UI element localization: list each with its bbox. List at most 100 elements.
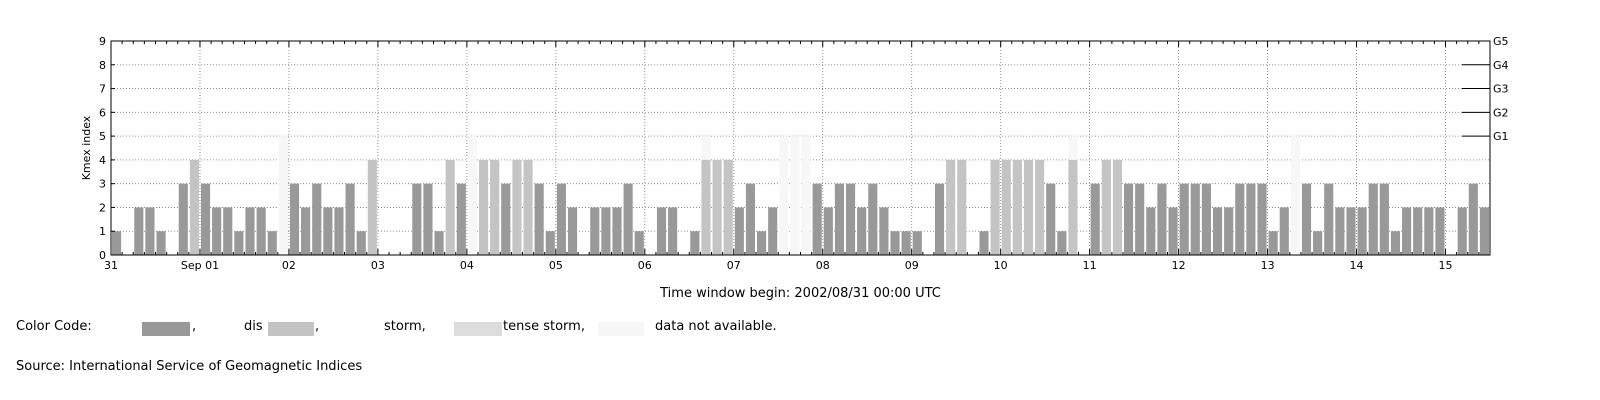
- bar: [534, 183, 544, 255]
- x-tick-label: 05: [549, 259, 563, 272]
- bar: [1246, 183, 1256, 255]
- bar: [912, 231, 922, 255]
- bar: [1379, 183, 1389, 255]
- bar: [845, 183, 856, 255]
- y-tick-label: 4: [99, 154, 106, 167]
- bar: [1035, 159, 1045, 255]
- unavailable-band: [779, 136, 789, 255]
- bar: [812, 183, 822, 255]
- bar: [145, 207, 155, 255]
- bar: [434, 231, 444, 255]
- bar: [901, 231, 911, 255]
- bar: [1313, 231, 1323, 255]
- g-scale-label: G4: [1493, 59, 1509, 72]
- bar: [1224, 207, 1234, 255]
- bar: [267, 231, 277, 255]
- bar: [1268, 231, 1278, 255]
- y-tick-label: 8: [99, 59, 106, 72]
- x-tick-label: 14: [1350, 259, 1364, 272]
- x-tick-label: 07: [727, 259, 741, 272]
- bar: [656, 207, 667, 255]
- bar: [857, 207, 867, 255]
- bar: [501, 183, 511, 255]
- bar: [212, 207, 222, 255]
- bar: [590, 207, 600, 255]
- bar: [334, 207, 344, 255]
- bar: [990, 159, 1000, 255]
- bar: [957, 159, 967, 255]
- bar: [1190, 183, 1200, 255]
- bar: [1023, 159, 1034, 255]
- x-tick-label: 02: [282, 259, 296, 272]
- bar: [834, 183, 844, 255]
- bar: [1257, 183, 1267, 255]
- bar: [1468, 183, 1478, 255]
- bar: [1346, 207, 1356, 255]
- bar: [745, 183, 756, 255]
- bar: [1001, 159, 1011, 255]
- unavailable-band: [1290, 136, 1300, 255]
- bar: [256, 207, 266, 255]
- y-tick-label: 9: [99, 35, 106, 48]
- y-tick-label: 6: [99, 106, 106, 119]
- color-legend: Color Code: , dis , storm, tense storm, …: [16, 316, 1016, 338]
- bar: [1135, 183, 1145, 255]
- bar: [734, 207, 744, 255]
- bar: [1235, 183, 1245, 255]
- bar: [1090, 183, 1100, 255]
- bar: [1424, 207, 1434, 255]
- bar: [1212, 207, 1223, 255]
- bar: [623, 183, 633, 255]
- bar: [1390, 231, 1401, 255]
- x-tick-label: Sep 01: [181, 259, 219, 272]
- plot-frame: [110, 40, 1491, 256]
- bar: [223, 207, 233, 255]
- x-tick-label: 12: [1172, 259, 1186, 272]
- bar: [601, 207, 611, 255]
- x-tick-label: 03: [371, 259, 385, 272]
- bar: [1324, 183, 1334, 255]
- unavailable-band: [467, 136, 477, 255]
- y-tick-label: 7: [99, 83, 106, 96]
- bar: [512, 159, 522, 255]
- bar: [712, 159, 722, 255]
- bar: [1413, 207, 1423, 255]
- bar: [1146, 207, 1156, 255]
- x-tick-label: 13: [1261, 259, 1275, 272]
- y-tick-label: 5: [99, 130, 106, 143]
- legend-swatch-storm: [454, 322, 502, 336]
- bar: [1279, 207, 1289, 255]
- bar: [345, 183, 355, 255]
- x-tick-label: 11: [1083, 259, 1097, 272]
- bar: [868, 183, 878, 255]
- bar: [367, 159, 377, 255]
- bar: [289, 183, 300, 255]
- x-tick-label: 15: [1439, 259, 1453, 272]
- bar: [200, 183, 211, 255]
- bar: [545, 231, 555, 255]
- g-scale-label: G3: [1493, 83, 1509, 96]
- bar: [245, 207, 255, 255]
- g-scale-label: G1: [1493, 130, 1509, 143]
- legend-swatch-quiet: [142, 322, 190, 336]
- bar: [1301, 183, 1312, 255]
- bar: [445, 159, 455, 255]
- source-note: Source: International Service of Geomagn…: [16, 359, 363, 374]
- bar: [456, 183, 466, 255]
- x-tick-label: 09: [905, 259, 919, 272]
- bars: [112, 159, 1489, 255]
- legend-swatch-not-available: [598, 322, 644, 336]
- bar: [134, 207, 144, 255]
- g-scale-label: G2: [1493, 106, 1509, 119]
- bar: [156, 231, 166, 255]
- x-tick-label: 31: [104, 259, 118, 272]
- legend-swatch-disturbed: [268, 322, 314, 336]
- legend-label-disturbed: dis: [244, 319, 263, 334]
- bar: [757, 231, 767, 255]
- bar: [556, 183, 566, 255]
- y-tick-label: 2: [99, 201, 106, 214]
- bar: [234, 231, 244, 255]
- bar: [1112, 159, 1123, 255]
- bar: [768, 207, 778, 255]
